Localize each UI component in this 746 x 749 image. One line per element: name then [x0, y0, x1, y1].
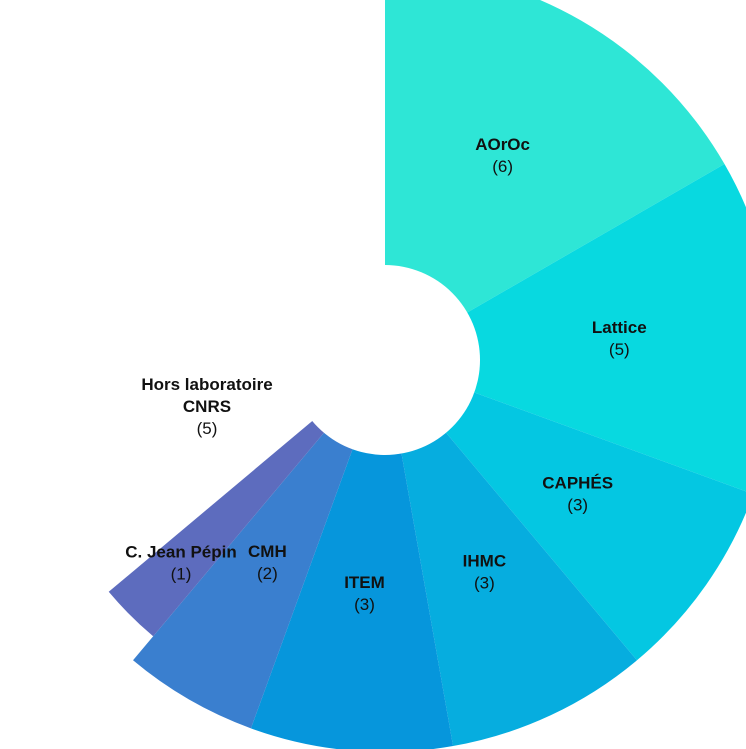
label-value-aoroc: (6): [492, 157, 513, 176]
slice-item: [250, 360, 454, 749]
labels-group: AOrOc (6) Lattice (5) CAPHÉS (3) IHMC (3) ITEM (3…: [125, 135, 646, 614]
label-value-lattice: (5): [609, 340, 630, 359]
label-name-caphes: CAPHÉS: [542, 473, 613, 492]
label-value-caphes: (3): [567, 495, 588, 514]
slice-c-jean-pepin: [108, 360, 385, 637]
center-hole: [290, 265, 480, 455]
label-name-hors-laboratoire-cnrs-0: Hors laboratoire: [141, 375, 272, 394]
label-name-hors-laboratoire-cnrs-1: CNRS: [183, 397, 231, 416]
slice-caphes: [385, 360, 746, 661]
label-value-c-jean-pepin: (1): [171, 564, 192, 583]
slice-cmh: [133, 360, 385, 729]
label-name-aoroc: AOrOc: [475, 135, 530, 154]
slice-aoroc: [385, 0, 725, 360]
slice-ihmc: [385, 360, 637, 747]
label-value-hors-laboratoire-cnrs: (5): [197, 419, 218, 438]
slice-lattice: [385, 164, 746, 492]
label-name-item: ITEM: [344, 573, 385, 592]
label-value-ihmc: (3): [474, 574, 495, 593]
slices-group: [108, 0, 746, 749]
label-name-c-jean-pepin: C. Jean Pépin: [125, 542, 236, 561]
label-name-cmh: CMH: [248, 542, 287, 561]
label-name-ihmc: IHMC: [463, 552, 506, 571]
label-value-item: (3): [354, 595, 375, 614]
label-value-cmh: (2): [257, 564, 278, 583]
label-name-lattice: Lattice: [592, 318, 647, 337]
